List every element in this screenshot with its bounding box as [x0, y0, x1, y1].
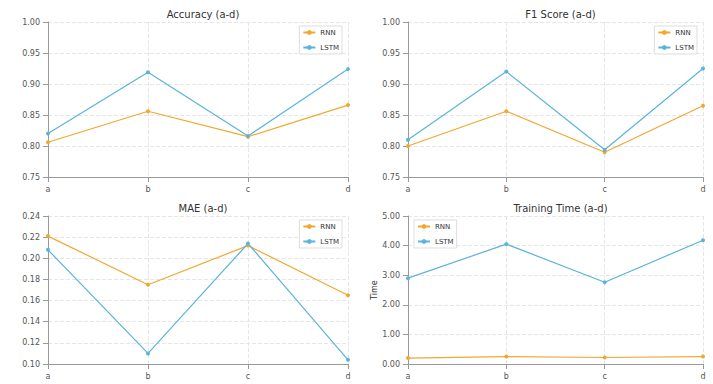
svg-text:c: c — [602, 185, 606, 194]
svg-text:0.14: 0.14 — [22, 317, 40, 326]
svg-text:RNN: RNN — [435, 223, 450, 231]
svg-text:2.00: 2.00 — [382, 300, 400, 309]
svg-text:3.00: 3.00 — [382, 271, 400, 280]
svg-text:0.85: 0.85 — [22, 111, 40, 120]
svg-text:a: a — [46, 372, 51, 381]
svg-text:1.00: 1.00 — [22, 18, 40, 27]
svg-text:0.22: 0.22 — [22, 233, 40, 242]
svg-text:5.00: 5.00 — [382, 212, 400, 221]
svg-text:0.85: 0.85 — [382, 111, 400, 120]
svg-text:b: b — [504, 185, 509, 194]
svg-text:MAE (a-d): MAE (a-d) — [179, 203, 228, 214]
svg-text:LSTM: LSTM — [320, 44, 339, 52]
svg-text:0.20: 0.20 — [22, 254, 40, 263]
svg-text:F1 Score (a-d): F1 Score (a-d) — [525, 9, 595, 20]
svg-text:d: d — [700, 372, 705, 381]
svg-text:0.90: 0.90 — [22, 80, 40, 89]
svg-text:c: c — [246, 185, 250, 194]
svg-text:0.90: 0.90 — [382, 80, 400, 89]
svg-text:1.00: 1.00 — [382, 18, 400, 27]
svg-text:0.16: 0.16 — [22, 296, 40, 305]
svg-text:0.12: 0.12 — [22, 338, 40, 347]
svg-text:Time: Time — [370, 280, 379, 301]
svg-text:0.75: 0.75 — [382, 173, 400, 182]
svg-text:LSTM: LSTM — [435, 238, 454, 246]
svg-text:Accuracy (a-d): Accuracy (a-d) — [167, 9, 240, 20]
svg-text:0.95: 0.95 — [22, 49, 40, 58]
svg-text:a: a — [406, 372, 411, 381]
svg-text:c: c — [246, 372, 250, 381]
svg-text:0.10: 0.10 — [22, 360, 40, 369]
svg-text:0.80: 0.80 — [382, 142, 400, 151]
svg-text:b: b — [145, 372, 150, 381]
svg-text:0.18: 0.18 — [22, 275, 40, 284]
svg-text:b: b — [504, 372, 509, 381]
svg-text:RNN: RNN — [675, 29, 690, 37]
svg-text:4.00: 4.00 — [382, 241, 400, 250]
svg-text:0.75: 0.75 — [22, 173, 40, 182]
svg-text:d: d — [345, 185, 350, 194]
svg-text:0.24: 0.24 — [22, 212, 40, 221]
svg-text:b: b — [145, 185, 150, 194]
svg-text:0.00: 0.00 — [382, 360, 400, 369]
svg-text:a: a — [406, 185, 411, 194]
svg-text:LSTM: LSTM — [675, 44, 694, 52]
svg-text:1.00: 1.00 — [382, 330, 400, 339]
svg-text:0.95: 0.95 — [382, 49, 400, 58]
svg-text:a: a — [46, 185, 51, 194]
svg-text:RNN: RNN — [320, 223, 335, 231]
svg-text:d: d — [345, 372, 350, 381]
svg-text:c: c — [602, 372, 606, 381]
svg-text:RNN: RNN — [320, 29, 335, 37]
svg-text:d: d — [700, 185, 705, 194]
svg-text:Training Time (a-d): Training Time (a-d) — [512, 203, 607, 214]
svg-text:0.80: 0.80 — [22, 142, 40, 151]
svg-text:LSTM: LSTM — [320, 238, 339, 246]
